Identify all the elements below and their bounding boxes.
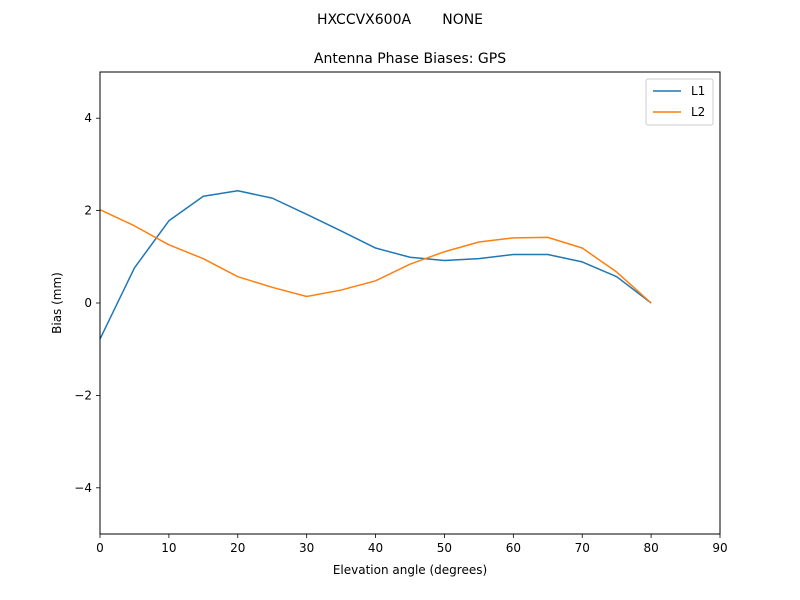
y-axis-ticks: −4 −2 0 2 4 <box>74 111 100 495</box>
x-tick-label: 10 <box>161 541 176 555</box>
y-tick-label: 0 <box>84 296 92 310</box>
series-line-l1 <box>99 189 652 340</box>
y-tick-label: 2 <box>84 204 92 218</box>
figure-suptitle: HXCCVX600A NONE <box>317 12 483 28</box>
y-axis-label: Bias (mm) <box>50 272 64 334</box>
legend: L1 L2 <box>645 78 714 126</box>
chart-title: Antenna Phase Biases: GPS <box>314 51 506 67</box>
x-tick-label: 20 <box>230 541 245 555</box>
x-tick-label: 50 <box>437 541 452 555</box>
x-tick-label: 80 <box>643 541 658 555</box>
y-tick-label: −2 <box>74 388 92 402</box>
x-tick-label: 90 <box>712 541 727 555</box>
x-tick-label: 30 <box>299 541 314 555</box>
x-tick-label: 0 <box>96 541 104 555</box>
y-tick-label: −4 <box>74 481 92 495</box>
series-line-l2 <box>99 209 652 304</box>
x-tick-label: 70 <box>575 541 590 555</box>
legend-label-l2: L2 <box>691 105 705 119</box>
plot-area <box>100 72 720 534</box>
y-tick-label: 4 <box>84 111 92 125</box>
legend-label-l1: L1 <box>691 84 705 98</box>
x-tick-label: 60 <box>506 541 521 555</box>
x-axis-label: Elevation angle (degrees) <box>333 563 487 577</box>
x-axis-ticks: 0 10 20 30 40 50 60 70 80 90 <box>96 534 728 555</box>
series-layer <box>99 189 652 340</box>
x-tick-label: 40 <box>368 541 383 555</box>
